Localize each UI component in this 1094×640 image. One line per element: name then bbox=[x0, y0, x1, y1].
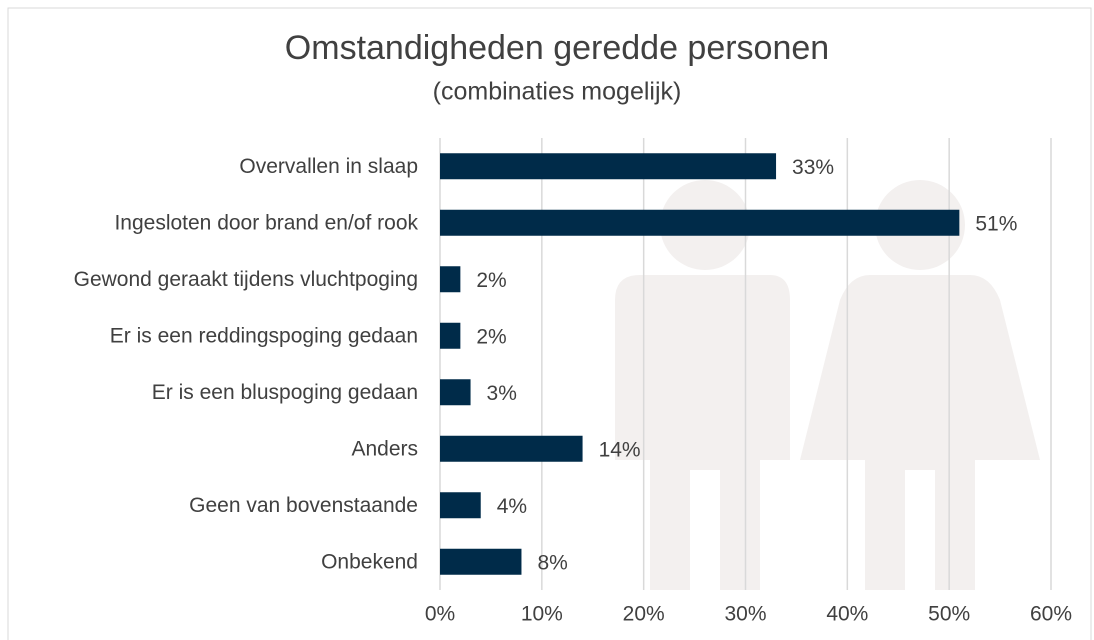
y-tick-label: Onbekend bbox=[321, 550, 418, 573]
chart-title: Omstandigheden geredde personen bbox=[285, 29, 829, 67]
value-label: 8% bbox=[537, 551, 567, 574]
bar bbox=[440, 153, 777, 180]
value-label: 2% bbox=[476, 269, 506, 292]
value-label: 4% bbox=[497, 495, 527, 518]
x-tick-label: 20% bbox=[623, 603, 665, 626]
bar bbox=[440, 379, 471, 406]
value-label: 3% bbox=[487, 382, 517, 405]
value-label: 2% bbox=[476, 325, 506, 348]
y-tick-label: Er is een bluspoging gedaan bbox=[152, 381, 418, 404]
y-tick-label: Gewond geraakt tijdens vluchtpoging bbox=[74, 268, 418, 291]
x-tick-label: 10% bbox=[521, 603, 563, 626]
value-label: 14% bbox=[599, 438, 641, 461]
bar bbox=[440, 492, 481, 519]
x-tick-label: 60% bbox=[1030, 603, 1072, 626]
y-tick-label: Er is een reddingspoging gedaan bbox=[110, 324, 418, 347]
bar bbox=[440, 266, 461, 293]
y-tick-label: Anders bbox=[351, 437, 418, 460]
y-tick-label: Overvallen in slaap bbox=[239, 155, 418, 178]
bar bbox=[440, 435, 583, 462]
value-label: 51% bbox=[975, 212, 1017, 235]
chart-subtitle: (combinaties mogelijk) bbox=[433, 78, 682, 106]
x-tick-label: 0% bbox=[425, 603, 455, 626]
x-tick-label: 50% bbox=[928, 603, 970, 626]
bar bbox=[440, 322, 461, 349]
bar bbox=[440, 209, 960, 236]
bar bbox=[440, 548, 522, 575]
x-tick-label: 30% bbox=[724, 603, 766, 626]
value-label: 33% bbox=[792, 156, 834, 179]
y-tick-label: Ingesloten door brand en/of rook bbox=[114, 211, 418, 234]
figure-body bbox=[800, 275, 1040, 590]
x-tick-label: 40% bbox=[826, 603, 868, 626]
y-tick-label: Geen van bovenstaande bbox=[189, 494, 418, 517]
